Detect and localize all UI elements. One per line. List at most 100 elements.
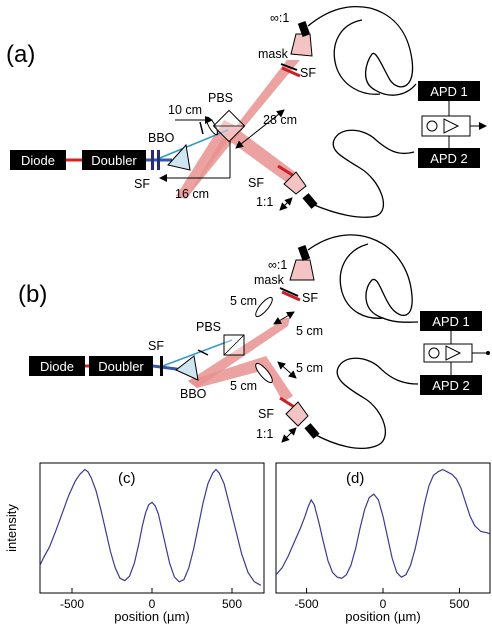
fiber-bottom-b	[313, 357, 419, 449]
apd2-box-a	[418, 148, 480, 168]
setup-a: (a) Diode Doubler BBO SF PBS 10 cm 16 cm…	[6, 5, 487, 218]
dist-5a-b: 5 cm	[230, 294, 257, 308]
panel-label-b: (b)	[18, 281, 47, 308]
arrow-28-a	[235, 109, 285, 149]
dist-5d-b: 5 cm	[230, 379, 257, 393]
sf-top-label-b: SF	[302, 291, 318, 305]
sf-filter-b	[160, 356, 163, 376]
sf-bottom-label-a: SF	[248, 176, 264, 190]
chart-c-frame	[39, 462, 265, 594]
adjust-arrow-a	[279, 197, 293, 211]
fiber-top-a	[307, 5, 417, 96]
diode-box-a	[10, 150, 66, 170]
output-dot-b	[486, 351, 490, 355]
sf-top-a	[281, 66, 301, 78]
apd2-label-a: APD 2	[430, 151, 468, 166]
diode-label-b: Diode	[40, 359, 74, 374]
apd1-label-b: APD 1	[432, 314, 470, 329]
chart-c-ylabel: intensity	[4, 504, 19, 552]
pbs-label-b: PBS	[196, 320, 221, 334]
dist-5b-b: 5 cm	[296, 324, 323, 338]
objective-top-a	[290, 33, 313, 57]
chart-c-xtick-label: 500	[222, 597, 242, 611]
ratio-bottom-a: 1:1	[256, 195, 273, 209]
sf-left-label-b: SF	[148, 339, 164, 353]
chart-c-xlabel: position (µm)	[114, 609, 189, 624]
chart-d-xtick-label: -500	[295, 597, 319, 611]
fiber-bottom-a	[311, 129, 415, 218]
adjust-arrow-b	[281, 427, 297, 443]
objective-bottom-b	[285, 401, 309, 427]
filter-a-2	[157, 150, 160, 170]
chart-c-xtick-label: -500	[60, 597, 84, 611]
diode-label-a: Diode	[21, 153, 55, 168]
chart-d-xtick-label: 500	[449, 597, 469, 611]
beam-b-top	[188, 318, 290, 388]
apd2-box-b	[420, 375, 482, 395]
dist-5c-b: 5 cm	[296, 361, 323, 375]
chart-c-series-line	[39, 468, 262, 586]
arrow-5b-b	[273, 311, 295, 325]
pbs-label-a: PBS	[208, 91, 233, 105]
doubler-box-a	[82, 150, 146, 170]
uv-beam-b	[159, 339, 233, 368]
fiber-loop-top-a	[333, 19, 381, 95]
beam-b-bottom	[188, 356, 293, 402]
sf-top-label-a: SF	[300, 66, 316, 80]
ratio-top-b: ∞:1	[268, 258, 287, 272]
sf-bottom-a	[277, 164, 295, 178]
dist-28-a: 28 cm	[263, 113, 297, 127]
bbo-label-b: BBO	[180, 387, 207, 401]
pbs-diag-b	[223, 334, 245, 356]
chart-d-title: (d)	[346, 470, 364, 487]
fiber-top-b	[307, 234, 419, 323]
amplifier-icon-b	[445, 345, 462, 361]
sf-top-b	[281, 290, 301, 302]
diode-box-b	[29, 356, 85, 376]
fiber-coupler-bottom-b	[304, 423, 320, 439]
apd2-label-b: APD 2	[432, 378, 470, 393]
apd1-box-a	[418, 81, 480, 101]
filter-a-1	[151, 150, 154, 170]
timer-icon-b	[428, 347, 440, 359]
chart-c-xtick-label: 0	[149, 597, 156, 611]
objective-top-b	[289, 259, 315, 281]
chart-d: (d) position (µm) -500 0 500	[275, 462, 491, 624]
beam-stop-b	[197, 349, 209, 356]
dist-16-a: 16 cm	[175, 187, 209, 201]
dist-10-a: 10 cm	[168, 103, 202, 117]
apd1-box-b	[420, 311, 482, 331]
chart-d-xlabel: position (µm)	[345, 609, 420, 624]
timer-icon-a	[426, 120, 438, 132]
chart-c-title: (c)	[118, 470, 136, 487]
fiber-loop-top-b	[339, 243, 385, 319]
panel-label-a: (a)	[6, 41, 35, 68]
doubler-label-a: Doubler	[91, 153, 137, 168]
mask-label-a: mask	[258, 47, 289, 61]
mask-b	[279, 287, 299, 297]
sf-left-label-a: SF	[134, 177, 150, 191]
bbo-crystal-b	[175, 355, 199, 381]
mask-a	[280, 63, 298, 71]
lens-b-bottom	[255, 362, 273, 384]
chart-d-plot: -500 0 500	[275, 468, 491, 611]
fiber-coupler-top-a	[297, 21, 311, 37]
apd1-label-a: APD 1	[430, 84, 468, 99]
mask-label-b: mask	[254, 273, 285, 287]
sf-bottom-label-b: SF	[258, 407, 274, 421]
beam-stop-a	[199, 121, 204, 135]
chart-d-xtick-label: 0	[380, 597, 387, 611]
doubler-label-b: Doubler	[98, 359, 144, 374]
amplifier-icon-a	[443, 118, 460, 134]
chart-d-series-line	[275, 468, 491, 579]
arrow-5c-b	[277, 361, 297, 379]
bbo-label-a: BBO	[148, 131, 175, 145]
fiber-coupler-top-b	[297, 245, 311, 261]
ratio-top-a: ∞:1	[270, 11, 289, 25]
setup-b: (b) Diode Doubler SF BBO PBS 5 cm 5 cm 5…	[18, 234, 490, 449]
chart-c-plot: -500 0 500	[39, 468, 262, 611]
lens-b-top	[255, 296, 273, 318]
ratio-bottom-b: 1:1	[256, 427, 273, 441]
objective-bottom-a	[283, 171, 307, 195]
